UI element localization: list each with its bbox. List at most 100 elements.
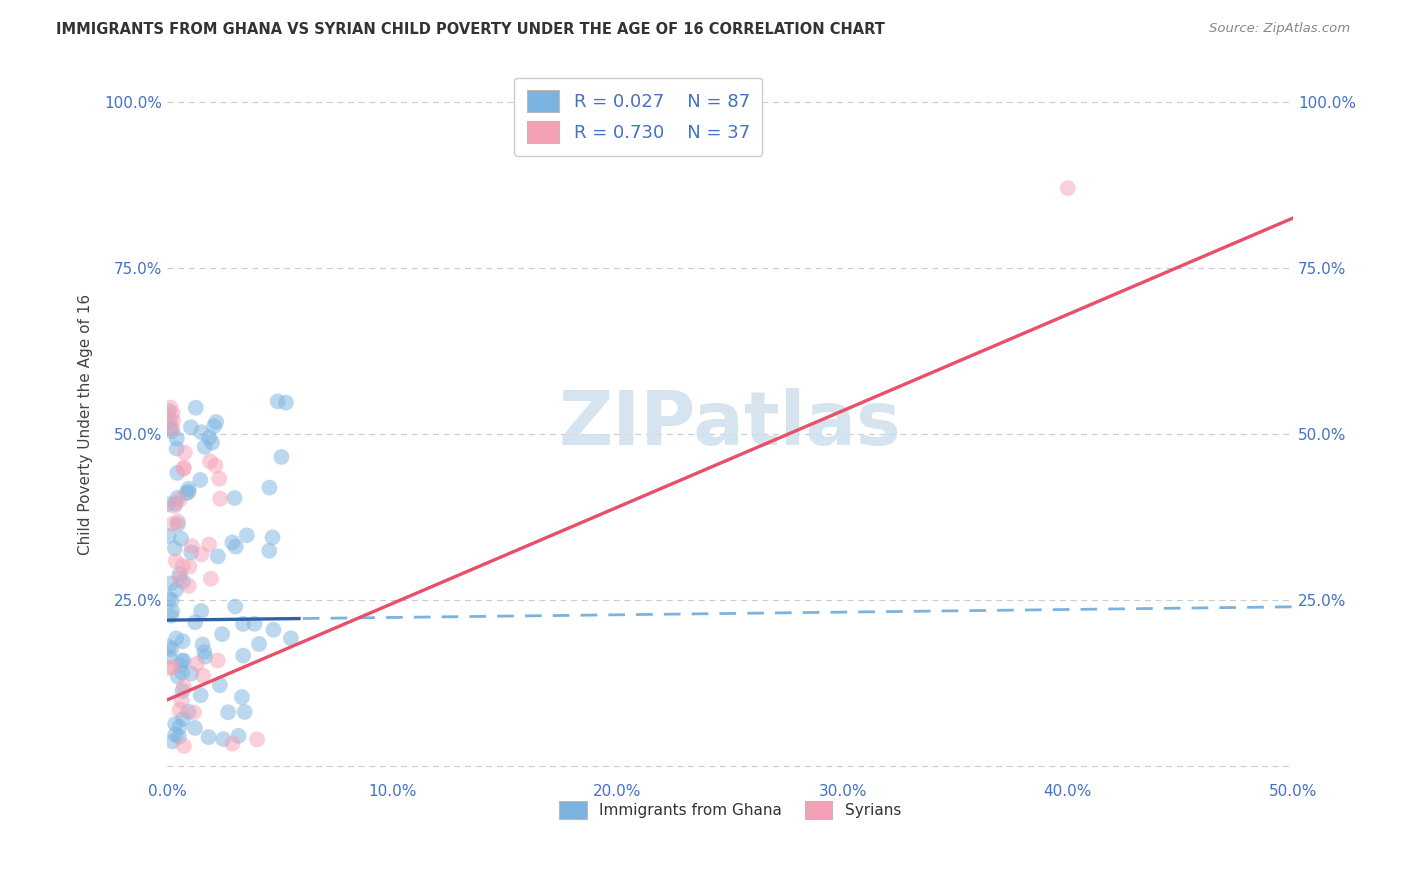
Point [159,421,181,435]
Point [177,482,200,496]
Point [208,678,231,692]
Point [205,415,228,429]
Point [180,666,202,681]
Point [169,720,191,734]
Point [228,729,250,743]
Point [169,567,191,582]
Point [201,435,224,450]
Point [177,485,200,500]
Point [186,657,208,671]
Point [207,549,229,564]
Point [224,491,246,505]
Point [180,420,202,434]
Point [221,535,243,549]
Point [172,574,194,589]
Point [173,460,195,475]
Point [259,481,281,495]
Point [160,425,183,439]
Point [162,413,184,427]
Text: ZIPatlas: ZIPatlas [558,387,901,460]
Point [165,727,187,741]
Point [190,604,212,618]
Point [190,547,212,561]
Point [173,739,195,753]
Point [179,559,201,574]
Point [165,582,187,597]
Point [172,634,194,648]
Point [166,515,188,529]
Point [172,558,194,573]
Point [280,632,302,646]
Point [209,491,232,506]
Point [170,694,193,708]
Point [165,717,187,731]
Point [173,446,195,460]
Point [167,730,190,744]
Y-axis label: Child Poverty Under the Age of 16: Child Poverty Under the Age of 16 [79,293,93,555]
Point [166,432,188,446]
Point [224,599,246,614]
Point [198,431,221,445]
Point [232,648,254,663]
Point [191,638,214,652]
Point [166,466,188,480]
Point [177,705,200,719]
Point [183,706,205,720]
Point [221,737,243,751]
Point [184,401,207,415]
Point [167,669,190,683]
Point [162,406,184,420]
Point [270,450,292,464]
Point [157,529,180,543]
Point [180,539,202,553]
Point [170,532,193,546]
Point [236,528,259,542]
Point [165,632,187,646]
Point [172,684,194,698]
Point [162,604,184,618]
Point [247,637,270,651]
Point [198,538,221,552]
Point [160,608,183,623]
Point [202,419,225,434]
Point [172,462,194,476]
Point [173,653,195,667]
Point [184,721,207,735]
Point [190,688,212,702]
Point [157,649,180,664]
Point [225,540,247,554]
Point [190,425,212,439]
Legend: Immigrants from Ghana, Syrians: Immigrants from Ghana, Syrians [553,795,907,825]
Point [170,654,193,668]
Point [1056,181,1078,195]
Point [160,576,183,591]
Point [157,661,180,675]
Point [217,705,239,719]
Point [257,544,280,558]
Point [169,658,191,673]
Point [163,541,186,556]
Point [212,732,235,747]
Point [184,615,207,630]
Point [160,642,183,657]
Point [157,404,180,418]
Point [266,394,288,409]
Point [194,440,217,454]
Point [172,665,194,680]
Point [157,640,180,654]
Point [166,491,188,505]
Point [169,571,191,585]
Point [198,454,221,468]
Point [159,413,181,427]
Point [194,649,217,664]
Point [188,473,211,487]
Point [162,660,184,674]
Point [262,623,284,637]
Point [166,442,188,456]
Text: Source: ZipAtlas.com: Source: ZipAtlas.com [1209,22,1350,36]
Point [157,592,180,607]
Point [167,517,190,532]
Point [200,572,222,586]
Point [211,627,233,641]
Point [165,497,187,511]
